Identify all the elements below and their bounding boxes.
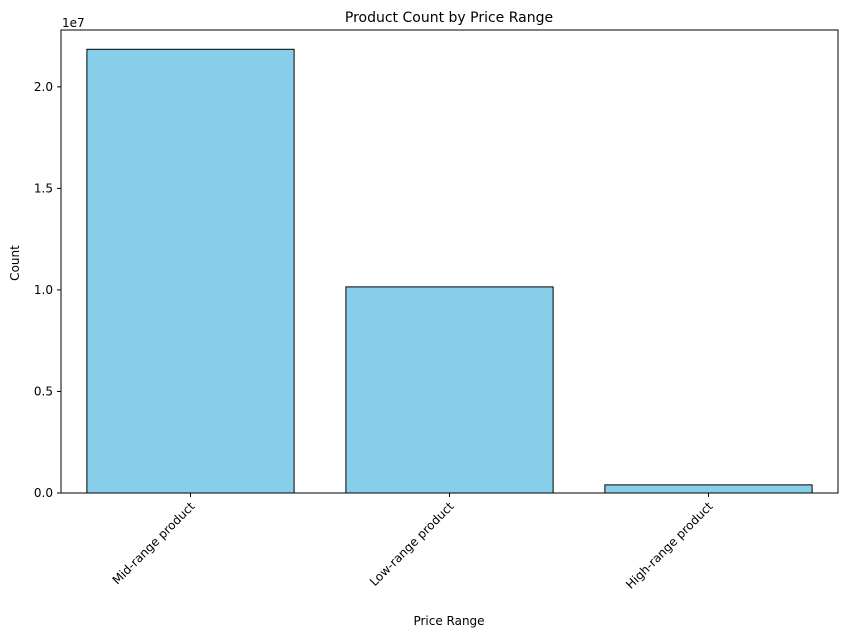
y-tick-label: 1.0 — [34, 283, 53, 297]
x-axis-label: Price Range — [413, 614, 484, 628]
x-tick-label: Mid-range product — [110, 499, 198, 587]
x-tick-label: Low-range product — [367, 499, 457, 589]
y-axis-offset-text: 1e7 — [62, 16, 85, 30]
bars-layer — [86, 48, 813, 494]
y-tick-label: 0.0 — [34, 486, 53, 500]
y-tick-label: 2.0 — [34, 80, 53, 94]
y-axis-ticks: 0.0 0.5 1.0 1.5 2.0 — [34, 80, 61, 500]
chart-title: Product Count by Price Range — [345, 10, 553, 26]
x-axis-ticks: Mid-range product Low-range product High-r… — [110, 493, 716, 592]
bar-high-range-product — [604, 484, 813, 494]
y-tick-label: 1.5 — [34, 181, 53, 195]
bar-mid-range-product — [86, 48, 295, 494]
y-axis-label: Count — [8, 245, 22, 281]
bar-low-range-product — [345, 286, 554, 494]
x-tick-label: High-range product — [623, 499, 716, 592]
y-tick-label: 0.5 — [34, 384, 53, 398]
